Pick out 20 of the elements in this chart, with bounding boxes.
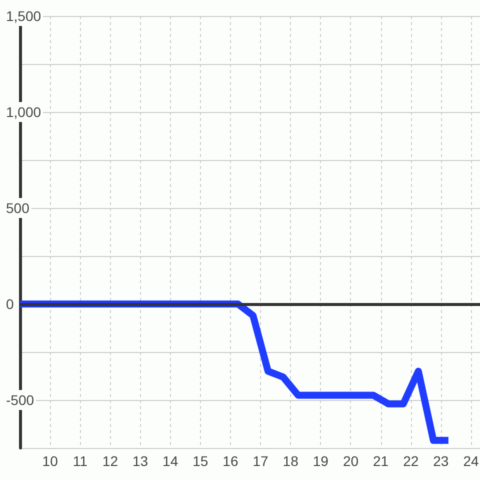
y-tick-label: 1,000	[6, 104, 42, 120]
x-tick-label: 18	[282, 453, 299, 469]
x-tick-label: 14	[162, 453, 178, 469]
y-tick-label: 500	[6, 200, 30, 216]
x-tick-label: 12	[102, 453, 118, 469]
x-tick-label: 15	[192, 453, 208, 469]
x-tick-label: 21	[372, 453, 389, 469]
x-tick-label: 16	[222, 453, 238, 469]
x-tick-label: 17	[252, 453, 269, 469]
x-tick-label: 13	[132, 453, 148, 469]
x-tick-label: 22	[403, 453, 419, 469]
x-tick-label: 19	[312, 453, 329, 469]
y-tick-label: 1,500	[6, 8, 42, 24]
x-tick-label: 11	[72, 453, 88, 469]
x-tick-label: 23	[433, 453, 449, 469]
x-tick-label: 20	[342, 453, 359, 469]
y-tick-label: 0	[6, 296, 14, 312]
y-tick-label: -500	[6, 392, 34, 408]
x-tick-label: 24	[463, 453, 479, 469]
x-tick-label: 10	[42, 453, 58, 469]
